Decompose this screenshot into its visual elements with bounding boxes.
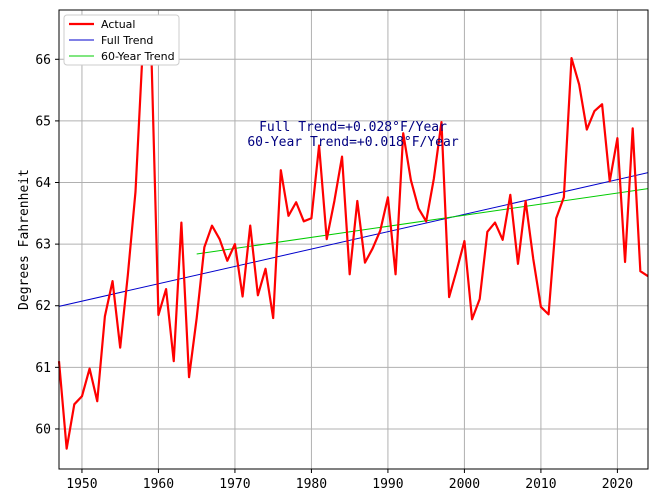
y-tick-label-62: 62 [35,299,51,314]
x-tick-label-2020: 2020 [602,477,633,492]
series-line-actual [57,30,649,450]
y-tick-label-64: 64 [35,176,51,191]
plot-frame [58,9,649,470]
y-axis-label: Degrees Fahrenheit [17,169,32,310]
x-tick-label-2010: 2010 [525,477,556,492]
x-tick-label-1950: 1950 [66,477,97,492]
annotation-full-trend: Full Trend=+0.028°F/Year [259,120,447,135]
y-tick-label-66: 66 [35,53,51,68]
x-tick-label-1980: 1980 [296,477,327,492]
ticks: 1950 1960 1970 1980 1990 2000 2010 2020 60 61 62 63… [35,53,633,492]
y-tick-label-63: 63 [35,238,51,253]
x-tick-label-1960: 1960 [143,477,174,492]
legend-label-actual: Actual [101,18,135,31]
legend-label-60-year-trend: 60-Year Trend [101,50,175,63]
legend-label-full-trend: Full Trend [101,34,153,47]
legend: Actual Full Trend 60-Year Trend [63,14,180,66]
x-tick-label-2000: 2000 [449,477,480,492]
y-tick-label-65: 65 [35,114,51,129]
y-tick-label-61: 61 [35,361,51,376]
series-line-60-year-trend [196,188,649,255]
annotation-60-year-trend: 60-Year Trend=+0.018°F/Year [247,135,458,150]
x-tick-label-1970: 1970 [219,477,250,492]
y-tick-label-60: 60 [35,422,51,437]
legend-box [63,14,180,66]
x-tick-label-1990: 1990 [372,477,403,492]
series-layer [57,30,649,450]
